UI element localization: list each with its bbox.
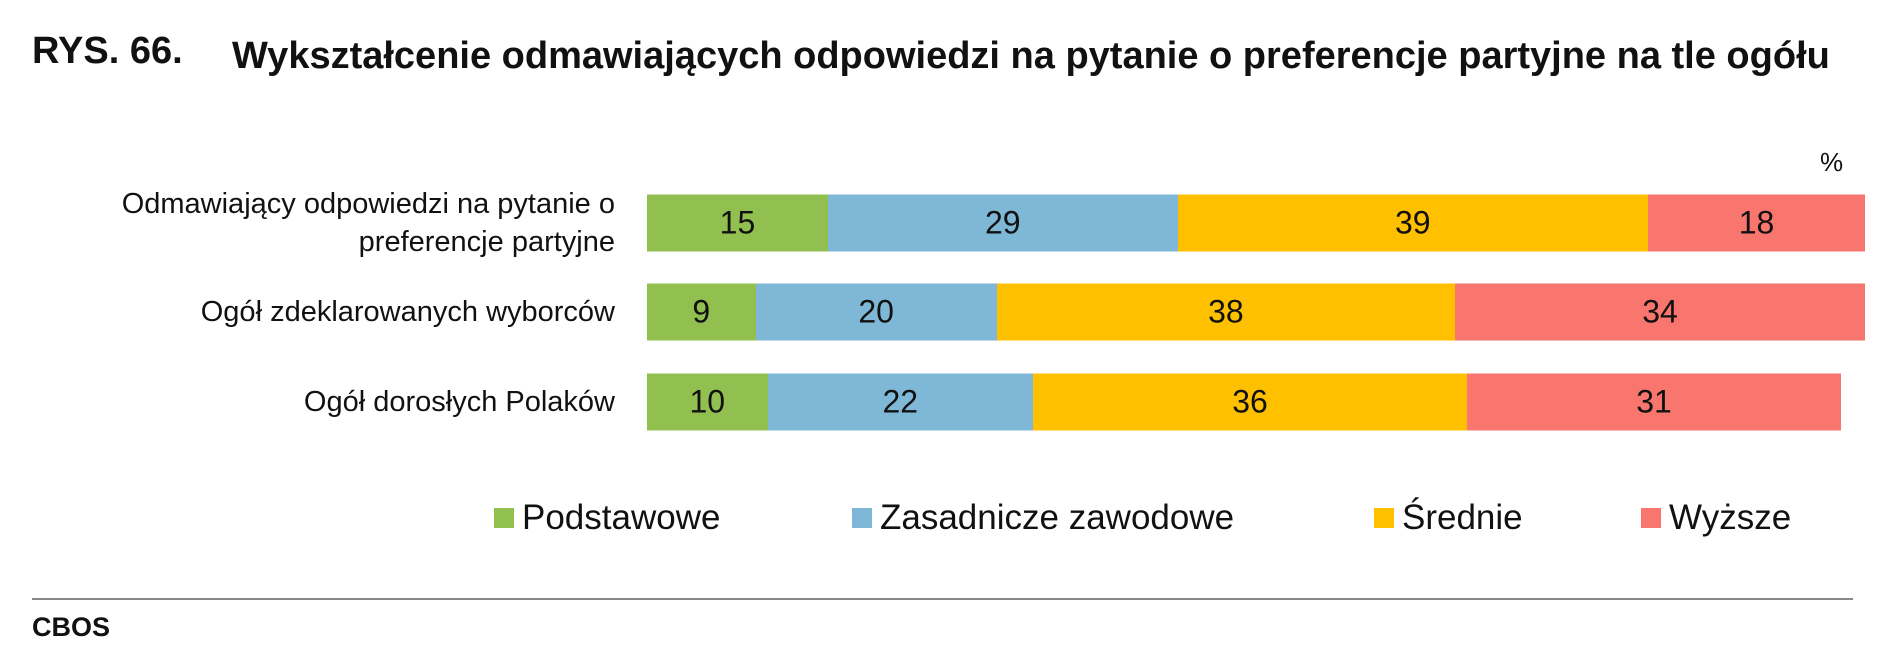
bar <box>767 373 1033 431</box>
value-label: 20 <box>858 293 894 330</box>
bar <box>647 283 756 341</box>
value-label: 9 <box>692 293 711 330</box>
figure-label: RYS. 66. <box>32 30 183 72</box>
legend-swatch <box>1374 508 1394 528</box>
value-label: 34 <box>1642 293 1678 330</box>
legend-label: Wyższe <box>1669 498 1792 537</box>
value-label: 10 <box>689 383 726 420</box>
bar <box>1032 373 1468 431</box>
value-label: 36 <box>1232 383 1268 420</box>
value-label: 22 <box>882 383 919 420</box>
value-label: 18 <box>1738 204 1775 241</box>
value-label: 15 <box>719 204 756 241</box>
bar <box>827 194 1178 252</box>
legend-swatch <box>494 508 514 528</box>
bar <box>996 283 1455 341</box>
unit-label: % <box>1820 147 1844 177</box>
legend-swatch <box>852 508 872 528</box>
legend-label: Podstawowe <box>522 498 721 537</box>
value-label: 29 <box>984 204 1021 241</box>
bar <box>1455 283 1866 341</box>
bar <box>647 373 768 431</box>
value-label: 39 <box>1395 204 1431 241</box>
chart-title: Wykształcenie odmawiających odpowiedzi n… <box>232 35 1830 77</box>
legend-label: Średnie <box>1402 498 1523 537</box>
bar <box>755 283 997 341</box>
value-label: 38 <box>1208 293 1244 330</box>
category-label: Ogół dorosłych Polaków <box>303 386 615 418</box>
legend-swatch <box>1641 508 1661 528</box>
legend-label: Zasadnicze zawodowe <box>880 498 1235 537</box>
bar <box>1467 373 1841 431</box>
value-label: 31 <box>1636 383 1672 420</box>
category-label: Ogół zdeklarowanych wyborców <box>200 296 615 328</box>
bar <box>1177 194 1648 252</box>
separator <box>32 598 1853 600</box>
source: CBOS <box>32 612 111 642</box>
bar <box>1647 194 1866 252</box>
bar <box>647 194 828 252</box>
category-label: Odmawiający odpowiedzi na pytanie o pref… <box>121 188 615 258</box>
